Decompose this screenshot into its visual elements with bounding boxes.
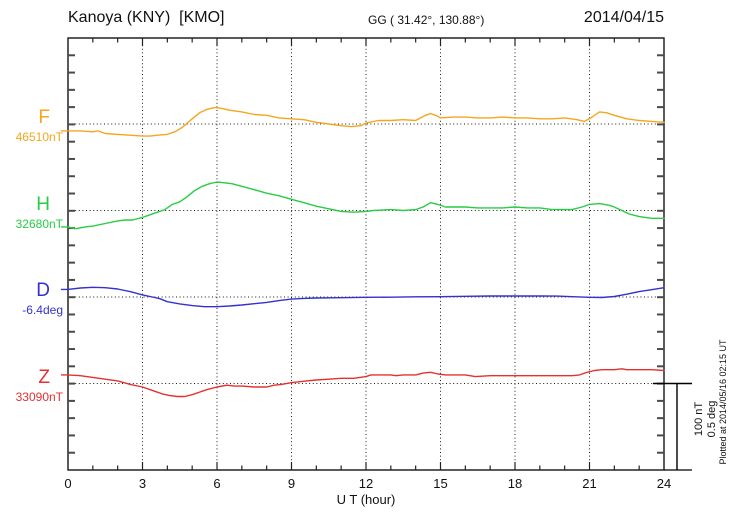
x-tick-label-24: 24 (656, 476, 672, 491)
channel-label-F: F (38, 107, 50, 128)
x-tick-label-0: 0 (64, 476, 72, 491)
x-tick-label-15: 15 (433, 476, 448, 491)
channel-label-H: H (36, 193, 50, 215)
series-Z-trace (60, 368, 665, 398)
channel-label-Z: Z (38, 366, 50, 388)
channel-baseline-Z: 33090nT (15, 389, 63, 404)
geographic-coordinates: GG ( 31.42°, 130.88°) (368, 13, 485, 27)
series-D-trace (60, 286, 665, 308)
plotted-at-note: Plotted at 2014/05/16 02:15 UT (718, 339, 728, 465)
scale-bar-label-nt: 100 nT (692, 401, 705, 437)
x-tick-label-18: 18 (507, 476, 523, 491)
channel-baseline-D: -6.4deg (22, 303, 63, 317)
station-title: Kanoya (KNY) [KMO] (68, 9, 225, 26)
series-H-trace (60, 181, 665, 230)
scale-bar-label: 100 nT 0.5 deg (693, 401, 719, 438)
plot-date: 2014/04/15 (583, 9, 664, 26)
channel-baseline-F: 46510nT (15, 130, 63, 144)
channel-baseline-H: 32680nT (15, 216, 63, 231)
x-tick-label-12: 12 (358, 476, 374, 491)
x-tick-label-6: 6 (213, 476, 221, 491)
x-tick-label-3: 3 (138, 476, 147, 491)
x-axis-label: U T (hour) (336, 492, 396, 507)
x-tick-label-21: 21 (582, 476, 597, 491)
series-F-trace (60, 106, 665, 137)
x-tick-label-9: 9 (287, 476, 296, 491)
channel-label-D: D (36, 280, 50, 301)
